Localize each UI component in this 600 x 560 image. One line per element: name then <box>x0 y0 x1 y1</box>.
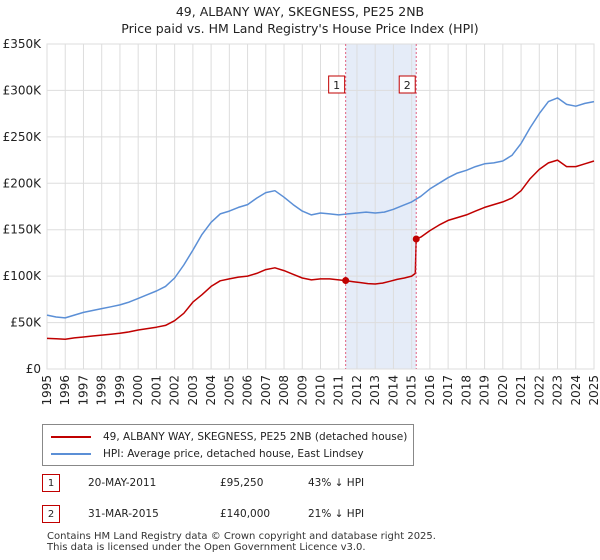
sale-label-box <box>328 75 346 94</box>
transaction-date: 31-MAR-2015 <box>88 508 159 520</box>
x-tick-label: 2020 <box>496 375 510 406</box>
transaction-hpi-diff: 43% ↓ HPI <box>308 477 365 489</box>
price-chart: £0 £50K £100K £150K £200K £250K £300K £350K 1995… <box>3 37 600 406</box>
chart-subtitle: Price paid vs. HM Land Registry's House … <box>121 21 479 36</box>
x-tick-label: 2009 <box>295 375 309 406</box>
x-tick-label: 2016 <box>423 375 437 406</box>
x-tick-label: 1997 <box>76 375 90 406</box>
x-tick-label: 2019 <box>478 375 492 406</box>
y-tick-label: £100K <box>3 269 43 283</box>
sale-label: 2 <box>404 79 411 92</box>
transaction-price: £140,000 <box>220 508 271 520</box>
sale-point <box>412 235 420 243</box>
legend-swatch-property <box>51 436 91 438</box>
transaction-number: 1 <box>42 474 60 492</box>
plot-frame <box>46 43 595 370</box>
transaction-price: £95,250 <box>220 477 264 489</box>
x-tick-label: 2025 <box>587 375 600 406</box>
x-tick-label: 2001 <box>149 375 163 406</box>
footer: Contains HM Land Registry data © Crown c… <box>47 531 436 553</box>
x-tick-label: 2018 <box>459 375 473 406</box>
x-tick-label: 2022 <box>532 375 546 406</box>
transaction-row-1: 1 20-MAY-2011 £95,250 43% ↓ HPI <box>42 474 582 494</box>
sale-label: 1 <box>333 79 340 92</box>
sale-point <box>342 277 350 285</box>
x-tick-label: 2013 <box>368 375 382 406</box>
x-tick-label: 2024 <box>569 375 583 406</box>
x-tick-label: 1996 <box>58 375 72 406</box>
x-tick-label: 2008 <box>277 375 291 406</box>
x-tick-label: 1995 <box>40 375 54 406</box>
x-tick-label: 2004 <box>204 375 218 406</box>
x-tick-label: 2006 <box>241 375 255 406</box>
x-tick-label: 1999 <box>113 375 127 406</box>
y-tick-label: £300K <box>3 83 43 97</box>
legend-swatch-hpi <box>51 453 91 455</box>
transaction-row-2: 2 31-MAR-2015 £140,000 21% ↓ HPI <box>42 505 582 525</box>
x-tick-label: 2021 <box>514 375 528 406</box>
transaction-hpi-diff: 21% ↓ HPI <box>308 508 365 520</box>
x-tick-label: 2015 <box>405 375 419 406</box>
x-tick-label: 2000 <box>131 375 145 406</box>
footer-line-1: Contains HM Land Registry data © Crown c… <box>47 531 436 542</box>
property-price-line <box>46 159 595 341</box>
y-tick-label: £250K <box>3 130 43 144</box>
x-tick-label: 2017 <box>441 375 455 406</box>
x-tick-label: 2023 <box>551 375 565 406</box>
footer-line-2: This data is licensed under the Open Gov… <box>47 542 366 553</box>
x-tick-label: 2010 <box>314 375 328 406</box>
x-tick-label: 2002 <box>168 375 182 406</box>
sale-label-box <box>398 75 416 94</box>
x-tick-label: 2003 <box>186 375 200 406</box>
transaction-number: 2 <box>42 505 60 523</box>
x-tick-label: 2005 <box>222 375 236 406</box>
y-tick-label: £50K <box>10 316 42 330</box>
y-tick-label: £0 <box>26 362 41 376</box>
transaction-date: 20-MAY-2011 <box>88 477 157 489</box>
legend: 49, ALBANY WAY, SKEGNESS, PE25 2NB (deta… <box>42 424 414 466</box>
x-tick-label: 2012 <box>350 375 364 406</box>
legend-item-hpi: HPI: Average price, detached house, East… <box>51 446 364 462</box>
y-tick-label: £200K <box>3 176 43 190</box>
y-tick-label: £350K <box>3 37 43 51</box>
y-tick-label: £150K <box>3 223 43 237</box>
x-tick-label: 2014 <box>386 375 400 406</box>
hpi-line <box>46 97 595 319</box>
legend-item-property: 49, ALBANY WAY, SKEGNESS, PE25 2NB (deta… <box>51 429 407 445</box>
legend-label-property: 49, ALBANY WAY, SKEGNESS, PE25 2NB (deta… <box>103 431 408 443</box>
x-tick-label: 2007 <box>259 375 273 406</box>
x-tick-label: 2011 <box>332 375 346 406</box>
x-tick-label: 1998 <box>95 375 109 406</box>
legend-label-hpi: HPI: Average price, detached house, East… <box>103 448 364 460</box>
chart-title: 49, ALBANY WAY, SKEGNESS, PE25 2NB <box>175 4 425 19</box>
